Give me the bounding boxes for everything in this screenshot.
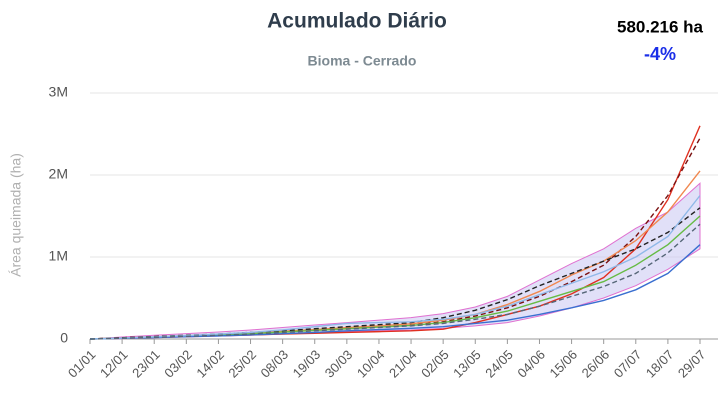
y-tick-label: 1M xyxy=(49,248,68,264)
chart-subtitle: Bioma - Cerrado xyxy=(308,53,417,69)
y-tick-label: 0 xyxy=(60,330,68,346)
y-tick-label: 3M xyxy=(49,84,68,100)
x-tick-label: 25/02 xyxy=(225,347,259,381)
x-tick-label: 29/07 xyxy=(675,347,709,381)
series-line xyxy=(89,195,701,340)
y-tick-label: 2M xyxy=(49,166,68,182)
x-tick-label: 02/05 xyxy=(418,347,452,381)
x-tick-label: 30/03 xyxy=(322,347,356,381)
series-line xyxy=(89,137,701,340)
x-tick-label: 13/05 xyxy=(450,347,484,381)
x-tick-label: 04/06 xyxy=(514,347,548,381)
x-tick-label: 01/01 xyxy=(65,347,99,381)
x-tick-label: 03/02 xyxy=(161,347,195,381)
series-line xyxy=(89,223,701,340)
x-tick-label: 07/07 xyxy=(611,347,645,381)
change-annotation: -4% xyxy=(644,44,676,64)
series-line xyxy=(89,125,701,340)
x-tick-label: 10/04 xyxy=(354,347,388,381)
x-tick-label: 12/01 xyxy=(97,347,131,381)
x-tick-label: 23/01 xyxy=(129,347,163,381)
chart-title: Acumulado Diário xyxy=(267,10,447,33)
x-tick-label: 08/03 xyxy=(258,347,292,381)
x-tick-label: 18/07 xyxy=(643,347,677,381)
x-tick-label: 19/03 xyxy=(290,347,324,381)
y-axis-label: Área queimada (ha) xyxy=(8,153,24,277)
x-tick-label: 14/02 xyxy=(193,347,227,381)
series-line xyxy=(89,244,701,340)
total-annotation: 580.216 ha xyxy=(617,17,704,36)
x-tick-label: 24/05 xyxy=(482,347,516,381)
x-tick-label: 21/04 xyxy=(386,347,420,381)
x-tick-label: 26/06 xyxy=(579,347,613,381)
series-line xyxy=(89,207,701,340)
x-tick-label: 15/06 xyxy=(547,347,581,381)
